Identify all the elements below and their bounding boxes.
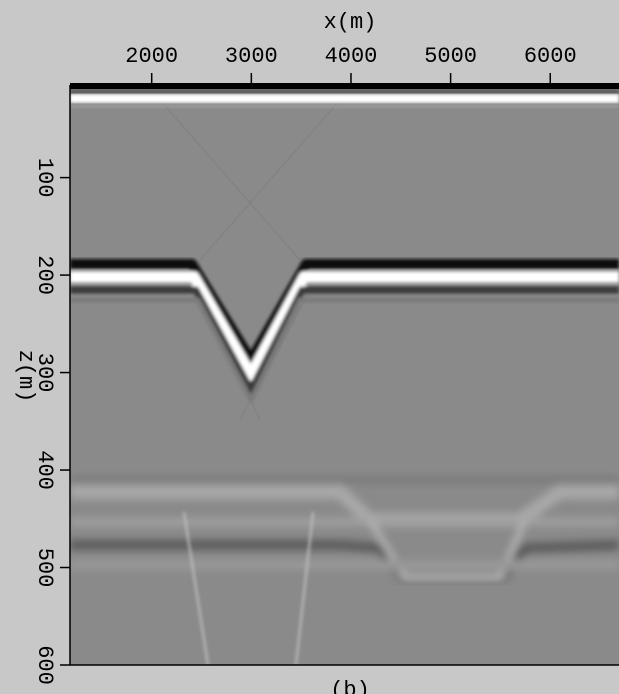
reflector <box>70 104 619 108</box>
x-tick-label: 2000 <box>125 44 178 69</box>
caption: (b) <box>330 678 370 694</box>
y-tick-label: 100 <box>32 158 57 198</box>
reflector <box>70 89 619 94</box>
reflector <box>70 94 619 103</box>
y-tick-label: 500 <box>32 548 57 588</box>
deep-reflectors <box>70 476 619 585</box>
x-tick-label: 5000 <box>424 44 477 69</box>
y-tick-label: 200 <box>32 255 57 295</box>
v-reflector <box>70 259 619 403</box>
x-tick-label: 3000 <box>225 44 278 69</box>
steep-events <box>183 511 314 665</box>
image-background <box>70 85 619 665</box>
seismic-image <box>70 85 619 665</box>
y-tick-label: 600 <box>32 645 57 685</box>
x-axis-label: x(m) <box>324 10 377 35</box>
x-tick-label: 4000 <box>325 44 378 69</box>
x-tick-label: 6000 <box>524 44 577 69</box>
y-tick-label: 300 <box>32 353 57 393</box>
y-axis-label: z(m) <box>13 350 38 403</box>
y-tick-label: 400 <box>32 450 57 490</box>
frame-top <box>70 83 619 89</box>
